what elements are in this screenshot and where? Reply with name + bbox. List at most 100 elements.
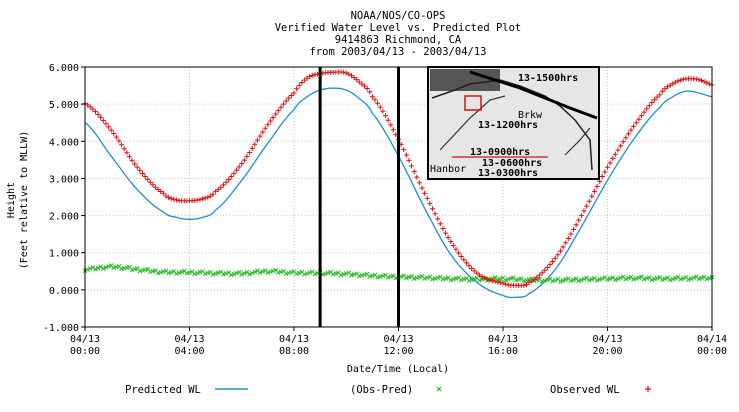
observed-point bbox=[111, 130, 117, 136]
difference-point bbox=[477, 277, 482, 283]
observed-point bbox=[662, 86, 668, 92]
observed-point bbox=[403, 152, 409, 158]
observed-point bbox=[362, 83, 368, 89]
difference-point bbox=[406, 274, 412, 280]
difference-point bbox=[691, 275, 697, 281]
difference-point bbox=[576, 278, 582, 284]
inset-map-coast bbox=[564, 127, 591, 156]
observed-point bbox=[524, 281, 530, 287]
observed-point bbox=[565, 235, 571, 241]
difference-point bbox=[662, 276, 668, 282]
difference-point bbox=[304, 271, 310, 276]
observed-point bbox=[704, 80, 710, 86]
difference-point bbox=[435, 275, 441, 281]
inset-label-0300: 13-0300hrs bbox=[478, 168, 538, 179]
observed-point bbox=[490, 278, 496, 284]
observed-point bbox=[599, 174, 605, 180]
difference-point bbox=[568, 278, 574, 284]
observed-point bbox=[445, 234, 451, 240]
observed-point bbox=[401, 147, 407, 153]
difference-point bbox=[210, 272, 216, 277]
observed-point bbox=[168, 196, 174, 202]
observed-point bbox=[654, 94, 660, 100]
observed-point bbox=[249, 145, 255, 151]
difference-point bbox=[228, 272, 234, 278]
observed-point bbox=[680, 76, 686, 82]
difference-point bbox=[215, 270, 221, 276]
observed-point bbox=[286, 95, 292, 101]
difference-point bbox=[443, 276, 448, 281]
observed-point bbox=[657, 92, 663, 98]
title-line-3: 9414863 Richmond, CA bbox=[335, 34, 462, 46]
observed-point bbox=[437, 221, 443, 227]
observed-point bbox=[145, 176, 151, 182]
observed-point bbox=[529, 278, 535, 284]
observed-point bbox=[458, 253, 464, 259]
observed-point bbox=[665, 84, 671, 90]
observed-point bbox=[103, 121, 109, 127]
difference-point bbox=[385, 275, 391, 280]
observed-point bbox=[150, 182, 156, 188]
difference-point bbox=[678, 276, 684, 282]
legend-diff-label: (Obs-Pred) bbox=[350, 384, 413, 396]
observed-point bbox=[618, 143, 624, 149]
observed-point bbox=[453, 246, 459, 252]
observed-point bbox=[270, 115, 276, 121]
observed-point bbox=[667, 82, 673, 88]
difference-point bbox=[623, 276, 629, 282]
observed-point bbox=[388, 122, 394, 128]
difference-point bbox=[534, 277, 540, 283]
observed-point bbox=[552, 255, 558, 261]
observed-point bbox=[205, 194, 211, 200]
legend-diff-x bbox=[436, 386, 442, 392]
difference-point bbox=[560, 278, 566, 283]
observed-point bbox=[652, 97, 658, 103]
difference-point bbox=[252, 269, 258, 275]
difference-point bbox=[654, 275, 660, 281]
difference-point bbox=[563, 277, 569, 282]
x-tick-time: 12:00 bbox=[383, 346, 413, 357]
x-tick-time: 00:00 bbox=[70, 346, 100, 357]
observed-point bbox=[550, 259, 556, 265]
inset-label-0600: 13-0600hrs bbox=[482, 158, 542, 169]
difference-point bbox=[95, 265, 101, 271]
difference-point bbox=[636, 275, 642, 280]
difference-point bbox=[453, 276, 459, 281]
difference-point bbox=[411, 276, 417, 281]
difference-point bbox=[414, 275, 420, 281]
difference-point bbox=[221, 271, 226, 277]
x-tick-date: 04/13 bbox=[70, 334, 100, 345]
observed-point bbox=[129, 157, 135, 163]
x-tick-date: 04/14 bbox=[697, 334, 727, 345]
observed-point bbox=[563, 240, 569, 246]
observed-point bbox=[299, 80, 305, 86]
observed-point bbox=[281, 101, 287, 107]
observed-point bbox=[672, 79, 678, 85]
difference-point bbox=[599, 276, 605, 281]
y-axis-label: Height (Feet relative to MLLW) bbox=[6, 131, 30, 269]
difference-point bbox=[641, 276, 647, 282]
observed-point bbox=[463, 260, 469, 266]
observed-point bbox=[659, 88, 665, 94]
difference-point bbox=[197, 269, 203, 275]
y-tick-label: 5.000 bbox=[49, 100, 79, 111]
observed-point bbox=[440, 225, 446, 231]
observed-point bbox=[106, 124, 112, 130]
observed-point bbox=[385, 117, 391, 123]
inset-map-road bbox=[469, 70, 598, 120]
observed-point bbox=[119, 142, 125, 148]
observed-point bbox=[134, 164, 140, 170]
observed-point bbox=[207, 193, 213, 199]
x-tick-date: 04/13 bbox=[592, 334, 622, 345]
observed-point bbox=[223, 179, 229, 185]
difference-point bbox=[403, 275, 409, 281]
y-axis-label-line-2: (Feet relative to MLLW) bbox=[19, 131, 30, 269]
observed-point bbox=[424, 195, 430, 201]
legend-observed-plus bbox=[645, 386, 651, 392]
observed-point bbox=[605, 164, 610, 170]
observed-point bbox=[476, 272, 482, 278]
difference-point bbox=[103, 265, 109, 270]
observed-point bbox=[234, 167, 240, 173]
x-tick-date: 04/13 bbox=[488, 334, 518, 345]
